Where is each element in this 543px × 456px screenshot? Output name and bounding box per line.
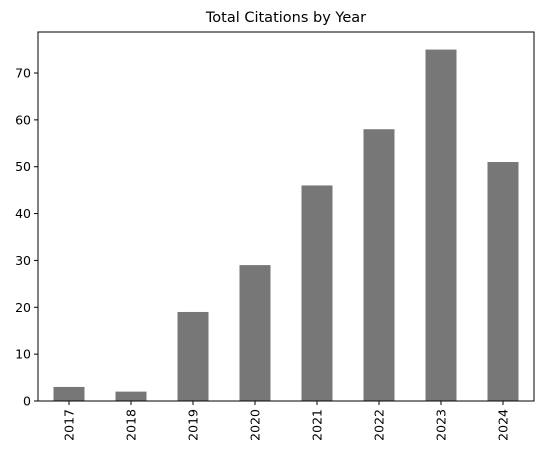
x-tick-label-2020: 2020 (248, 409, 263, 441)
x-tick-label-2017: 2017 (62, 409, 77, 441)
bar-2024 (487, 162, 519, 401)
plot-area: 0 10 20 30 40 50 60 70 2017 2018 2019 2020 2021 2022 2… (15, 31, 535, 441)
x-tick-label-2019: 2019 (186, 409, 201, 441)
bar-2019 (177, 311, 209, 401)
x-tick-label-2022: 2022 (372, 409, 387, 441)
bar-2021 (301, 185, 333, 401)
y-tick-label-40: 40 (15, 206, 31, 221)
x-tick-label-2024: 2024 (496, 409, 511, 441)
y-tick-label-20: 20 (15, 300, 31, 315)
x-tick-label-2018: 2018 (124, 409, 139, 441)
y-tick-label-30: 30 (15, 253, 31, 268)
y-tick-label-0: 0 (23, 394, 31, 409)
bar-2022 (363, 129, 395, 401)
bar-2020 (239, 265, 271, 401)
y-tick-label-10: 10 (15, 347, 31, 362)
bar-2023 (425, 49, 457, 401)
bar-2018 (115, 391, 147, 401)
y-tick-label-70: 70 (15, 66, 31, 81)
chart-title: Total Citations by Year (205, 10, 366, 26)
y-tick-label-50: 50 (15, 159, 31, 174)
x-tick-label-2023: 2023 (434, 409, 449, 441)
bar-2017 (53, 386, 85, 401)
y-tick-label-60: 60 (15, 112, 31, 127)
plot-frame (37, 31, 535, 402)
x-tick-label-2021: 2021 (310, 409, 325, 441)
